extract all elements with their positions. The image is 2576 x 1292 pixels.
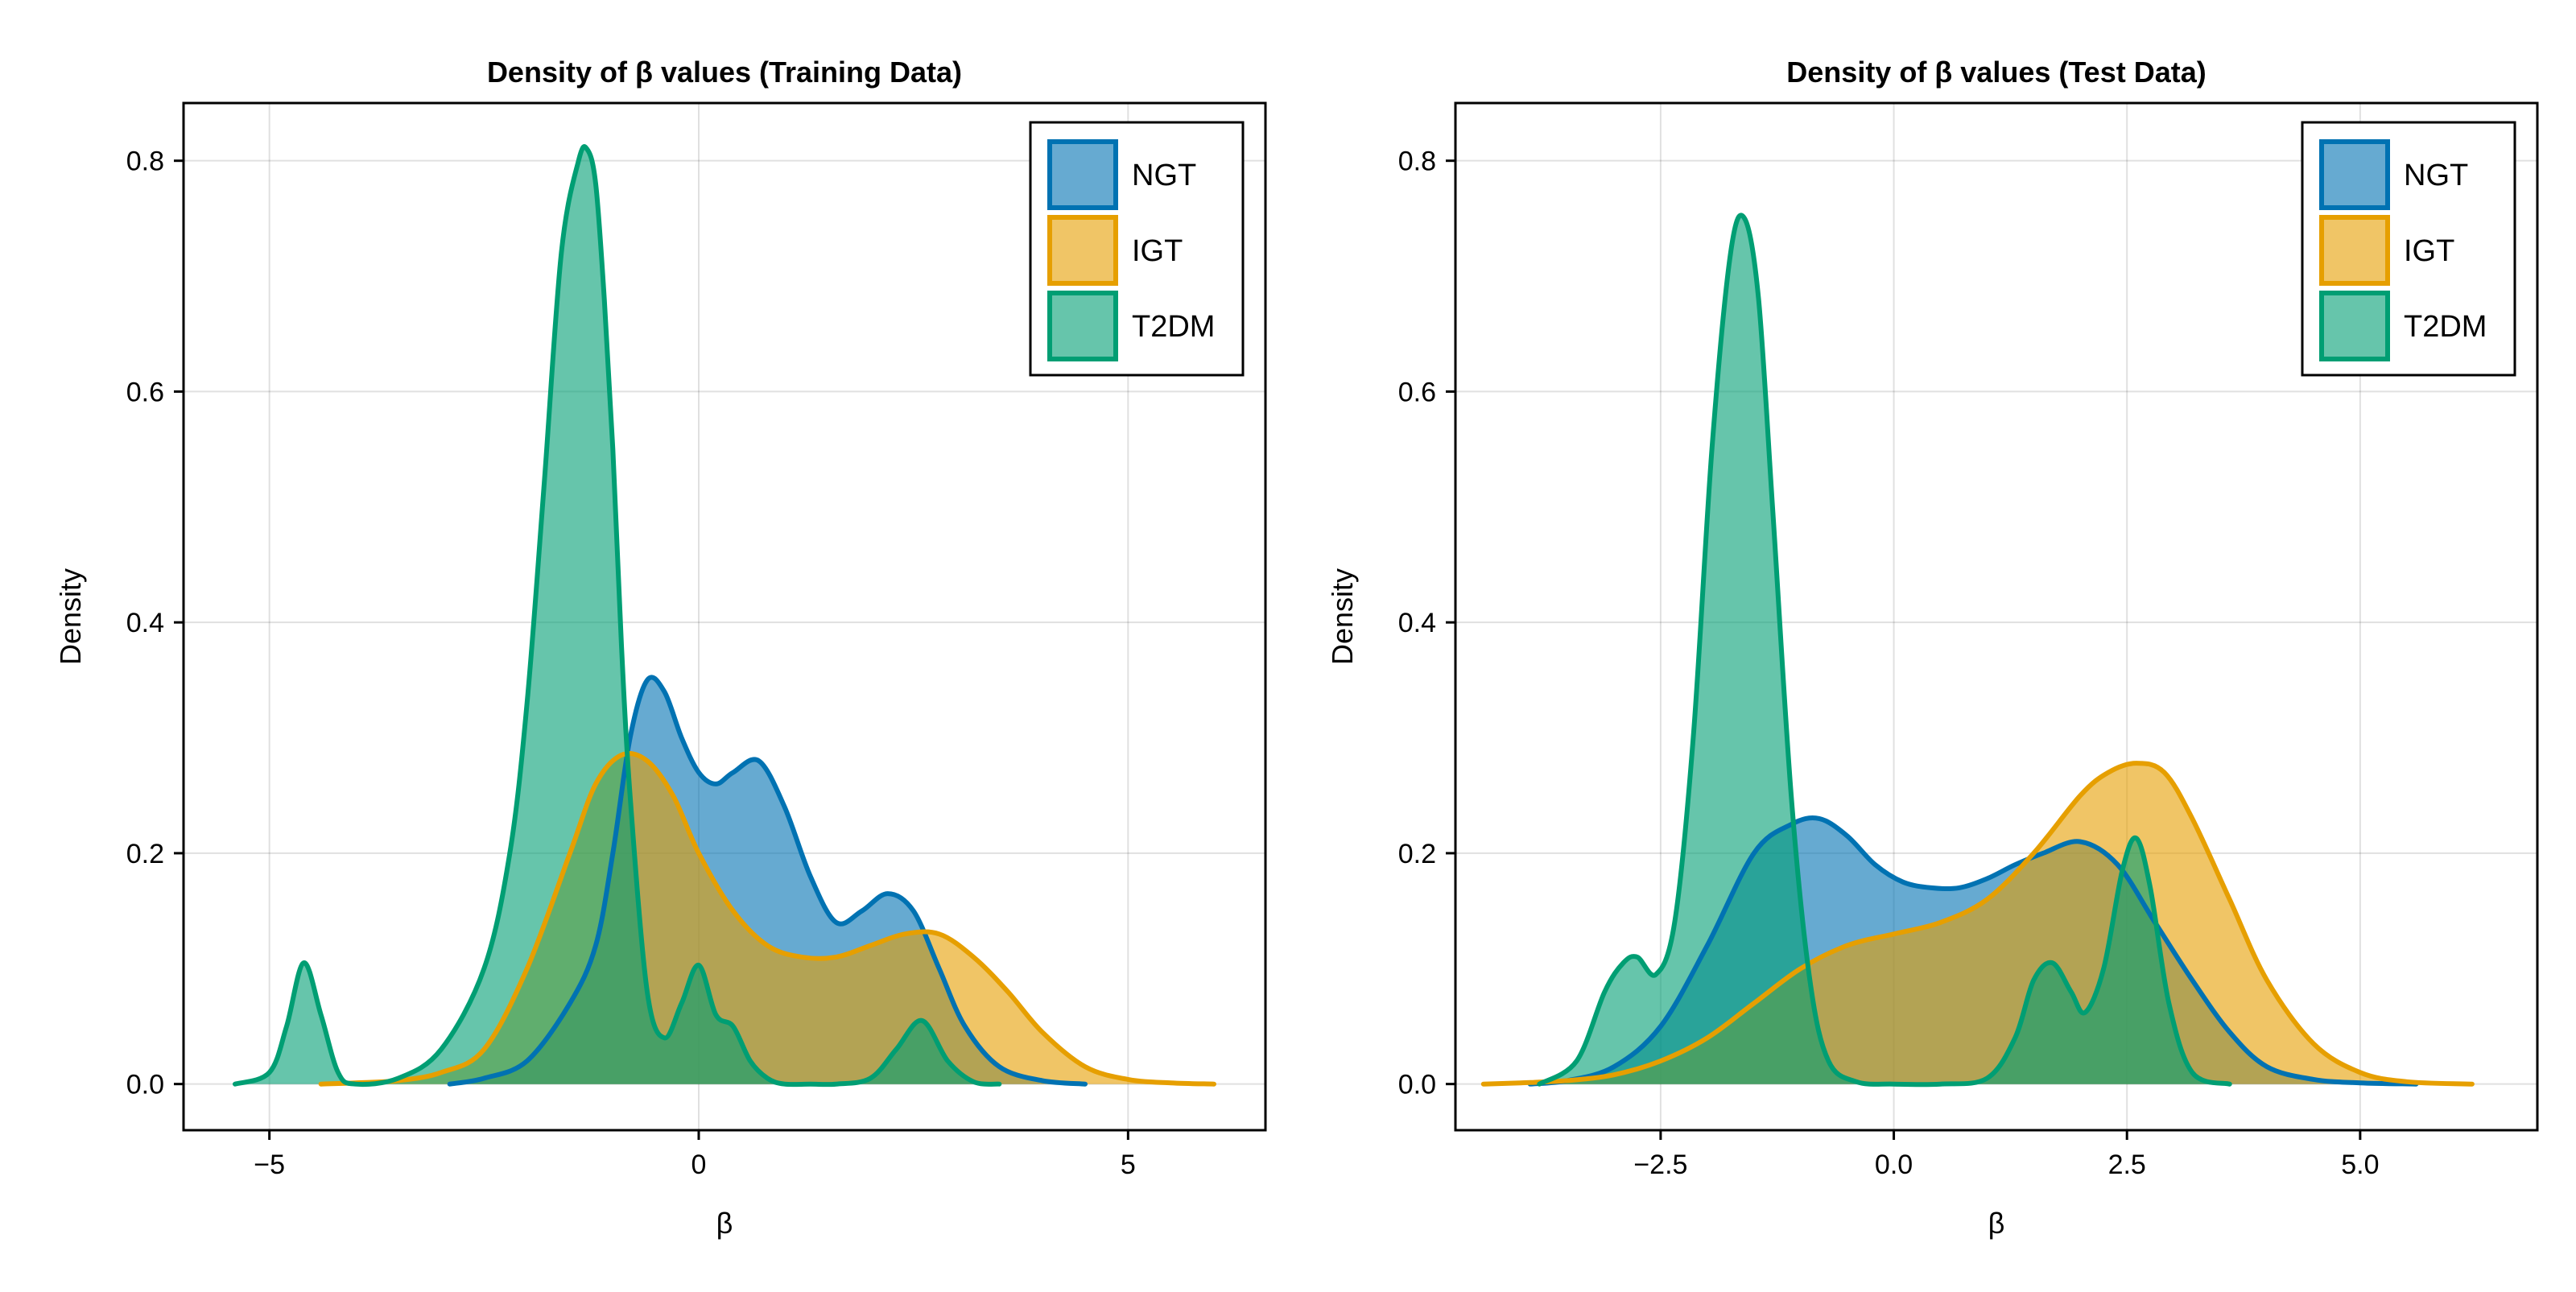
y-tick-label: 0.2	[1398, 839, 1436, 869]
density-area-t2dm	[1539, 215, 2230, 1085]
axes-frame	[182, 101, 1267, 1132]
y-axis-label: Density	[1326, 568, 1359, 665]
density-line-igt	[318, 750, 1216, 1087]
density-area-t2dm	[235, 147, 1000, 1085]
legend-swatch-ngt	[2319, 139, 2390, 210]
y-tick-label: 0.8	[1398, 147, 1436, 177]
y-tick-label: 0.6	[126, 377, 164, 407]
density-line-t2dm	[1537, 213, 2232, 1088]
legend-label-ngt: NGT	[2404, 159, 2468, 192]
y-tick-label: 0.4	[126, 608, 164, 638]
x-axis-label: β	[1988, 1207, 2005, 1240]
y-tick-label: 0.0	[126, 1070, 164, 1100]
y-axis-label: Density	[54, 568, 87, 665]
x-tick-label: 0	[691, 1150, 707, 1180]
legend-swatch-igt	[1047, 215, 1118, 286]
legend-label-igt: IGT	[2404, 234, 2454, 268]
chart-title: Density of β values (Test Data)	[1786, 56, 2206, 89]
density-line-ngt	[447, 675, 1088, 1087]
legend-swatch-t2dm	[2319, 291, 2390, 361]
x-tick-label: 2.5	[2108, 1150, 2146, 1180]
legend-swatch-igt	[2319, 215, 2390, 286]
density-line-t2dm	[233, 144, 1002, 1088]
legend-label-t2dm: T2DM	[2404, 310, 2487, 344]
y-tick-label: 0.4	[1398, 608, 1436, 638]
legend-label-ngt: NGT	[1132, 159, 1196, 192]
y-tick-label: 0.8	[126, 147, 164, 177]
legend-swatch-t2dm	[1047, 291, 1118, 361]
x-tick-label: 5	[1121, 1150, 1136, 1180]
legend: NGT IGT T2DM	[1029, 121, 1245, 377]
density-area-igt	[1483, 763, 2472, 1084]
y-tick-label: 0.6	[1398, 377, 1436, 407]
x-tick-label: −2.5	[1633, 1150, 1687, 1180]
chart-panel-1: −5 0 5 0.0 0.2 0.4 0.6 0.8 Density of β values (…	[54, 56, 1267, 1240]
legend-swatch-ngt	[1047, 139, 1118, 210]
legend: NGT IGT T2DM	[2301, 121, 2516, 377]
y-tick-label: 0.0	[1398, 1070, 1436, 1100]
y-tick-label: 0.2	[126, 839, 164, 869]
legend-label-igt: IGT	[1132, 234, 1183, 268]
plot-area	[1480, 213, 2475, 1088]
x-tick-label: 5.0	[2341, 1150, 2379, 1180]
legend-label-t2dm: T2DM	[1132, 310, 1215, 344]
plot-area	[233, 144, 1216, 1088]
x-tick-label: 0.0	[1875, 1150, 1913, 1180]
density-line-igt	[1480, 761, 2475, 1087]
chart-panel-2: −2.5 0.0 2.5 5.0 0.0 0.2 0.4 0.6 0.8 Density of β…	[1326, 56, 2539, 1240]
axes-frame	[1454, 101, 2539, 1132]
x-tick-label: −5	[254, 1150, 285, 1180]
density-line-ngt	[1527, 815, 2419, 1087]
x-axis-label: β	[716, 1207, 733, 1240]
chart-title: Density of β values (Training Data)	[487, 56, 962, 89]
